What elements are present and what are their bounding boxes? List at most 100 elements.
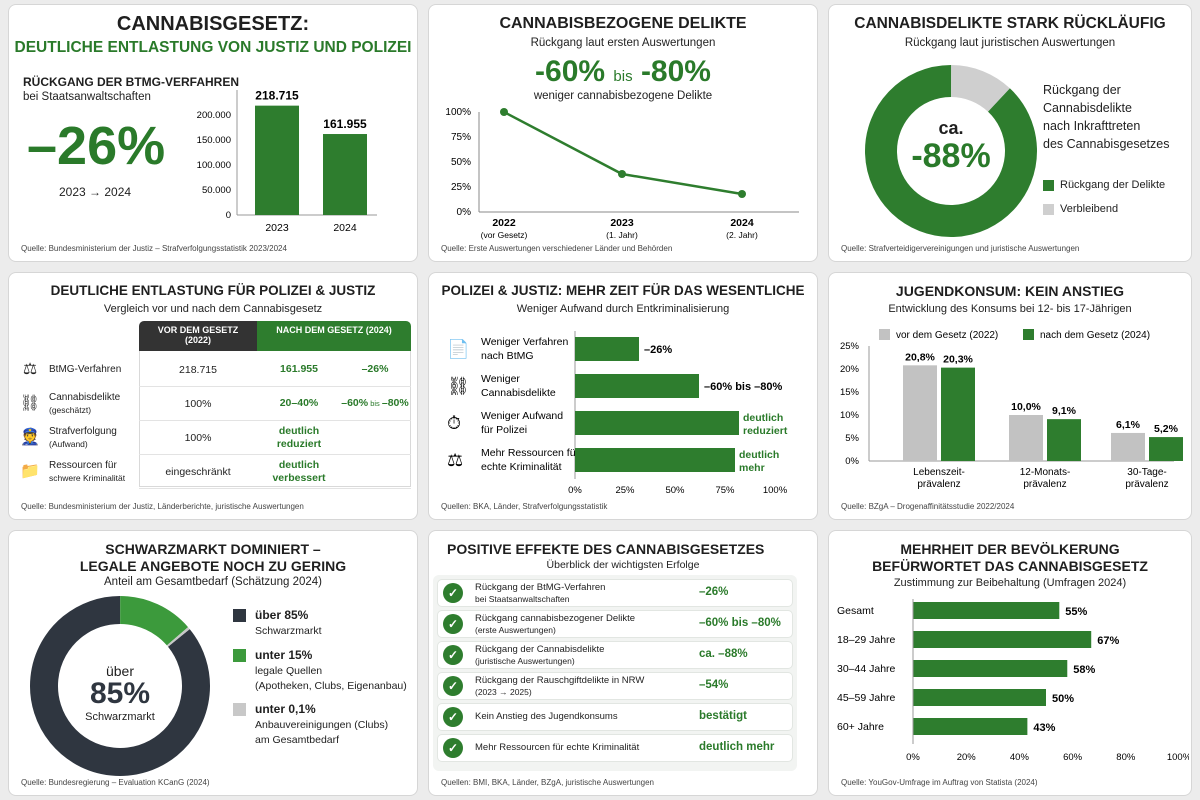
bar-label: 58% xyxy=(1073,664,1095,676)
desc-line-1: Rückgang der xyxy=(1043,83,1121,97)
document-icon: 📄 xyxy=(447,338,469,359)
handcuffs-icon: ⛓ xyxy=(447,376,470,396)
x-tick-sublabel: (vor Gesetz) xyxy=(481,230,528,240)
check-icon: ✓ xyxy=(443,645,463,665)
legend-swatch-green xyxy=(1023,329,1034,340)
row-sublabel: (Aufwand) xyxy=(49,439,88,449)
table-header-after: NACH DEM GESETZ (2024) xyxy=(257,321,411,351)
card-title-2: LEGALE ANGEBOTE NOCH ZU GERING xyxy=(79,558,347,574)
card-title: POLIZEI & JUSTIZ: MEHR ZEIT FÜR DAS WESE… xyxy=(441,283,805,298)
scale-icon: ⚖ xyxy=(447,450,463,470)
x-tick-label: Lebenszeit- xyxy=(913,467,965,478)
police-icon: 👮 xyxy=(20,429,40,446)
desc-line-2: Cannabisdelikte xyxy=(1043,101,1132,115)
point-2022 xyxy=(500,108,508,116)
bar xyxy=(1047,419,1081,461)
donut-hole xyxy=(59,625,181,747)
legend-head: unter 15% xyxy=(255,648,313,662)
card-schwarzmarkt: SCHWARZMARKT DOMINIERT – LEGALE ANGEBOTE… xyxy=(8,530,418,796)
cell-before: 100% xyxy=(139,387,257,421)
donut-hole xyxy=(899,99,1003,203)
card-subtitle: Zustimmung zur Beibehaltung (Umfragen 20… xyxy=(893,577,1127,589)
card-zustimmung: MEHRHEIT DER BEVÖLKERUNG BEFÜRWORTET DAS… xyxy=(828,530,1192,796)
row-value: bestätigt xyxy=(699,710,747,722)
row-divider xyxy=(257,420,411,421)
row-label: Rückgang cannabisbezogener Delikte xyxy=(475,613,636,624)
bar-label: 55% xyxy=(1065,606,1087,618)
source: Quelle: BZgA – Drogenaffinitätsstudie 20… xyxy=(841,502,1015,511)
bar xyxy=(913,602,1060,619)
legend-label: Rückgang der Delikte xyxy=(1060,179,1166,191)
legend-item-verbleibend: Verbleibend xyxy=(1043,203,1118,215)
bar xyxy=(1149,437,1183,461)
legend-swatch xyxy=(233,649,246,662)
category-label: 18–29 Jahre xyxy=(837,634,896,646)
legend-head: über 85% xyxy=(255,608,309,622)
checklist-row xyxy=(437,672,793,700)
x-tick-label: 100% xyxy=(1167,752,1189,763)
x-tick-label: 40% xyxy=(1010,752,1030,763)
bar-label: 10,0% xyxy=(1011,401,1041,413)
row-value: –54% xyxy=(699,679,729,691)
card-effekte: POSITIVE EFFEKTE DES CANNABISGESETZES Üb… xyxy=(428,530,818,796)
category-label: 60+ Jahre xyxy=(837,721,884,733)
card-subtitle: Überblick der wichtigsten Erfolge xyxy=(546,559,700,571)
row-value: deutlich mehr xyxy=(699,741,775,753)
legend-item-rueckgang: Rückgang der Delikte xyxy=(1043,179,1165,191)
bar-label: 218.715 xyxy=(255,89,299,103)
big-mid: bis xyxy=(613,68,633,85)
bar-label: 6,1% xyxy=(1116,419,1141,431)
x-tick-label: 25% xyxy=(615,485,635,496)
source: Quelle: Bundesministerium der Justiz – S… xyxy=(21,244,287,253)
y-tick-label: 100.000 xyxy=(197,160,231,171)
x-tick-label: 100% xyxy=(763,485,788,496)
checklist-row xyxy=(437,734,793,762)
y-tick-label: 50% xyxy=(451,157,471,168)
row-value: ca. –88% xyxy=(699,648,748,660)
card-title: POSITIVE EFFEKTE DES CANNABISGESETZES xyxy=(447,541,765,557)
row-label: Kein Anstieg des Jugendkonsums xyxy=(475,711,618,722)
bar xyxy=(903,365,937,461)
check-icon: ✓ xyxy=(443,738,463,758)
card-jugend: JUGENDKONSUM: KEIN ANSTIEG Entwicklung d… xyxy=(828,272,1192,520)
x-tick-label: prävalenz xyxy=(1125,479,1168,490)
card-subtitle: Entwicklung des Konsums bei 12- bis 17-J… xyxy=(888,303,1132,315)
slice-schwarzmarkt xyxy=(30,596,210,776)
x-tick-label: 2024 xyxy=(730,217,754,229)
legend-label: Verbleibend xyxy=(1060,203,1119,215)
card-title: JUGENDKONSUM: KEIN ANSTIEG xyxy=(895,283,1125,299)
cell-after: 161.955 xyxy=(280,363,318,375)
bar xyxy=(575,374,699,398)
bar xyxy=(913,660,1068,677)
row-label: Rückgang der Rauschgiftdelikte in NRW xyxy=(475,675,645,686)
row-value: –60% bis –80% xyxy=(699,617,781,629)
bar xyxy=(1111,432,1145,461)
bar-label: 50% xyxy=(1052,693,1074,705)
legend-head: unter 0,1% xyxy=(255,702,316,716)
point-2024 xyxy=(738,190,746,198)
row-label: Mehr Ressourcen für echte Kriminalität xyxy=(475,742,640,753)
bar-label: deutlich xyxy=(739,449,779,461)
source: Quelle: Bundesministerium der Justiz, Lä… xyxy=(21,502,304,511)
donut-center-2: 85% xyxy=(89,677,151,710)
legend-label: vor dem Gesetz (2022) xyxy=(896,330,998,341)
row-label: Rückgang der BtMG-Verfahren xyxy=(475,582,606,593)
zustimmung-bar-chart: Gesamt 55% 18–29 Jahre 67% 30–44 Jahre 58% 45–… xyxy=(837,599,1189,763)
x-tick-label: 2023 xyxy=(265,222,289,234)
x-tick-label: 2022 xyxy=(492,217,516,229)
bar-label: –60% bis –80% xyxy=(704,381,782,393)
bar-label: 43% xyxy=(1033,722,1055,734)
change-value: –26% xyxy=(361,363,389,375)
cell-after: deutlich reduziert xyxy=(276,425,322,450)
y-tick-label: 75% xyxy=(451,132,471,143)
card-title: DEUTLICHE ENTLASTUNG FÜR POLIZEI & JUSTI… xyxy=(50,283,376,298)
row-label: für Polizei xyxy=(481,424,527,436)
card-subtitle: Vergleich vor und nach dem Cannabisgeset… xyxy=(103,303,323,315)
x-tick-label: 75% xyxy=(715,485,735,496)
bar xyxy=(913,718,1028,735)
card-vergleich: DEUTLICHE ENTLASTUNG FÜR POLIZEI & JUSTI… xyxy=(8,272,418,520)
x-tick-label: 80% xyxy=(1116,752,1136,763)
card-delikte: CANNABISBEZOGENE DELIKTE Rückgang laut e… xyxy=(428,4,818,262)
btmg-bar-chart: 0 50.000 100.000 150.000 200.000 218.715 2023 1… xyxy=(197,89,377,234)
desc-line-3: nach Inkrafttreten xyxy=(1043,119,1141,133)
